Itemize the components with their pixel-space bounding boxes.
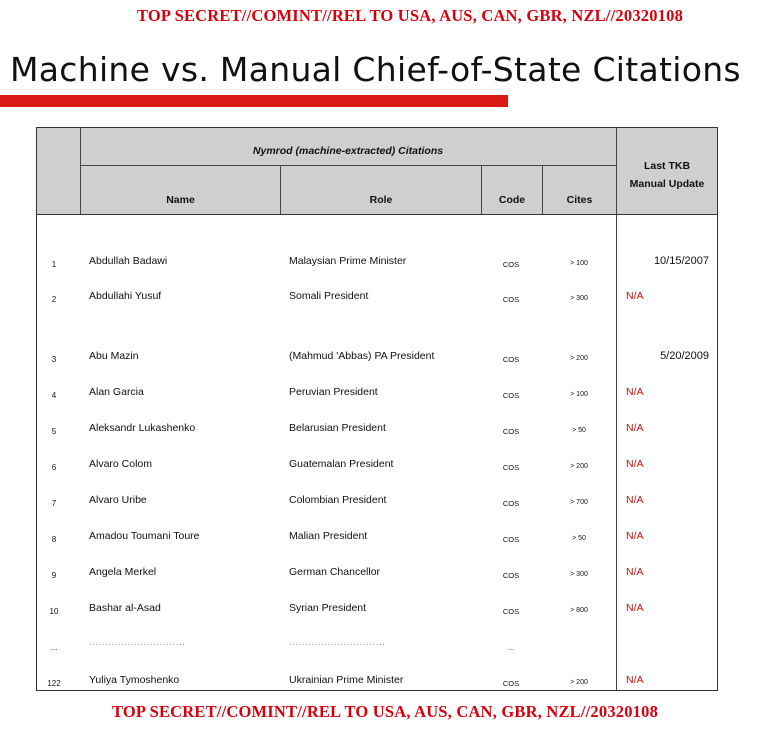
divider [280,165,281,214]
divider [542,165,543,214]
table-cell-cites: > 200 [570,679,588,686]
table-cell-num: ... [50,643,58,652]
column-header-name: Name [166,194,195,206]
table-cell-role: Colombian President [289,494,387,506]
table-cell-num: 8 [51,535,57,544]
table-cell-num: 5 [51,427,57,436]
title-underline-bar [0,95,508,107]
table-cell-code: COS [502,679,520,688]
table-cell-name: Angela Merkel [89,566,157,578]
table-cell-cites: > 200 [570,355,588,362]
table-cell-num: 122 [47,679,61,688]
table-cell-code: COS [502,427,520,436]
table-cell-name: .............................. [89,638,186,647]
table-cell-update: 5/20/2009 [660,350,709,362]
table-cell-code: COS [502,260,520,269]
table-cell-update: N/A [626,458,644,470]
divider [481,165,482,214]
table-cell-name: Alvaro Uribe [89,494,147,506]
table-cell-num: 7 [51,499,57,508]
table-cell-role: Guatemalan President [289,458,394,470]
table-cell-role: Syrian President [289,602,367,614]
table-cell-role: .............................. [289,638,386,647]
table-cell-name: Bashar al-Asad [89,602,161,614]
table-cell-num: 6 [51,463,57,472]
table-cell-num: 1 [51,260,57,269]
table-cell-num: 4 [51,391,57,400]
column-header-update-line2: Manual Update [629,178,705,190]
page-title: Machine vs. Manual Chief-of-State Citati… [10,50,741,89]
table-header-background [37,128,717,215]
table-cell-update: N/A [626,566,644,578]
table-cell-code: COS [502,499,520,508]
table-cell-code: COS [502,535,520,544]
table-cell-num: 10 [49,607,59,616]
table-cell-code: COS [502,607,520,616]
table-cell-role: Ukrainian Prime Minister [289,674,404,686]
table-cell-update: N/A [626,602,644,614]
column-header-update-line1: Last TKB [643,160,691,172]
table-cell-role: (Mahmud 'Abbas) PA President [289,350,435,362]
table-cell-update: N/A [626,386,644,398]
table-cell-code: COS [502,463,520,472]
classification-banner-bottom: TOP SECRET//COMINT//REL TO USA, AUS, CAN… [111,702,659,721]
column-header-cites: Cites [566,194,593,206]
table-cell-cites: > 100 [570,260,588,267]
table-cell-update: N/A [626,422,644,434]
table-cell-name: Yuliya Tymoshenko [89,674,180,686]
table-cell-update: N/A [626,494,644,506]
table-cell-code: COS [502,295,520,304]
table-cell-role: Malaysian Prime Minister [289,255,407,267]
column-header-role: Role [369,194,393,206]
table-cell-code: COS [502,355,520,364]
classification-banner-top: TOP SECRET//COMINT//REL TO USA, AUS, CAN… [136,6,684,25]
citations-table: Nymrod (machine-extracted) Citations Nam… [36,127,718,691]
table-cell-code: COS [502,391,520,400]
table-cell-cites: > 800 [570,607,588,614]
table-cell-cites: > 300 [570,571,588,578]
group-header: Nymrod (machine-extracted) Citations [252,145,444,157]
table-cell-update: 10/15/2007 [653,255,709,267]
table-cell-name: Alan Garcia [89,386,144,398]
table-cell-name: Aleksandr Lukashenko [89,422,196,434]
table-cell-num: 2 [51,295,57,304]
divider [80,165,616,166]
table-cell-name: Abdullahi Yusuf [89,290,162,302]
table-cell-name: Abu Mazin [89,350,139,362]
table-cell-cites: > 200 [570,463,588,470]
table-cell-role: Belarusian President [289,422,386,434]
table-cell-update: N/A [626,674,644,686]
table-cell-code: ... [507,643,515,652]
table-cell-update: N/A [626,530,644,542]
table-cell-cites: > 300 [570,295,588,302]
divider [80,128,81,214]
table-cell-cites: > 100 [570,391,588,398]
table-cell-name: Amadou Toumani Toure [89,530,200,542]
table-cell-role: German Chancellor [289,566,381,578]
table-cell-name: Abdullah Badawi [89,255,168,267]
table-cell-num: 9 [51,571,57,580]
table-cell-role: Somali President [289,290,369,302]
column-header-code: Code [498,194,526,206]
table-cell-role: Malian President [289,530,368,542]
table-cell-code: COS [502,571,520,580]
table-cell-cites: > 50 [572,535,586,542]
table-cell-name: Alvaro Colom [89,458,153,470]
table-cell-cites: > 50 [572,427,586,434]
table-cell-num: 3 [51,355,57,364]
table-cell-role: Peruvian President [289,386,378,398]
table-cell-cites: > 700 [570,499,588,506]
table-cell-update: N/A [626,290,644,302]
divider [616,128,617,690]
